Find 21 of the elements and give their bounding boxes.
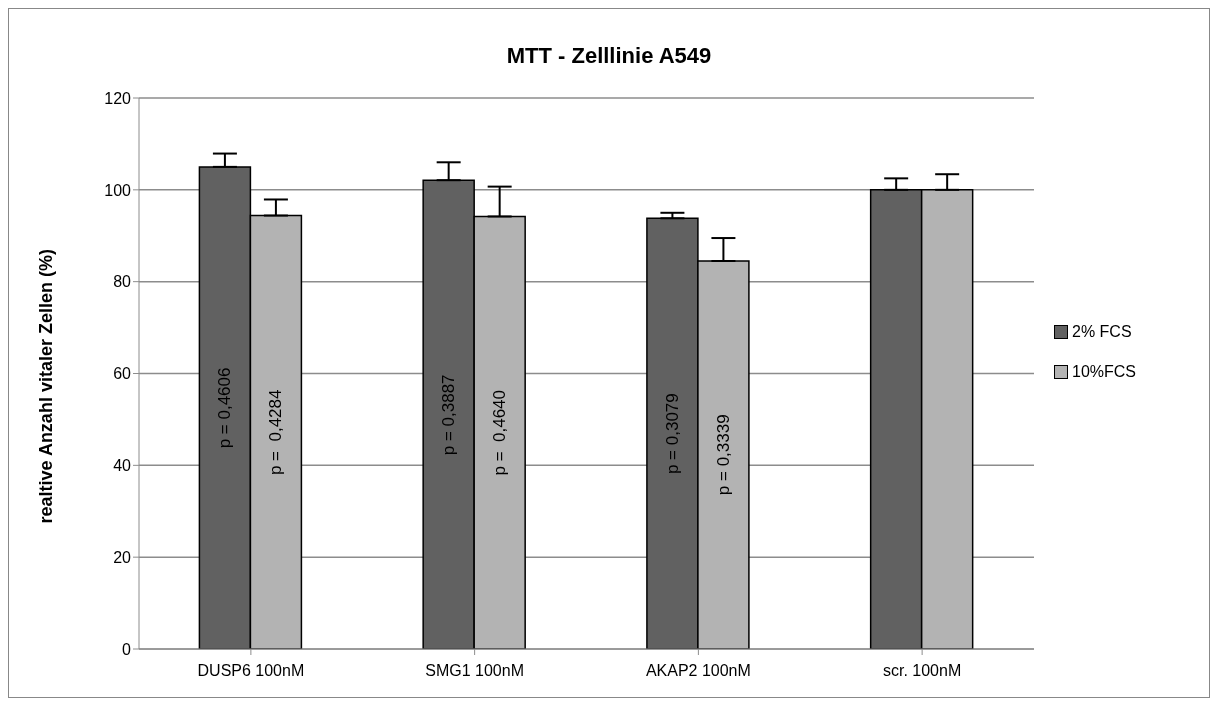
annotation: p = 0,3339 — [713, 414, 733, 496]
y-axis-title: realtive Anzahl vitaler Zellen (%) — [36, 249, 57, 524]
y-tick-label: 20 — [113, 548, 132, 566]
x-tick-label: SMG1 100nM — [425, 662, 524, 680]
y-tick-label: 80 — [113, 273, 132, 291]
annotation: p = 0,3079 — [662, 393, 682, 475]
y-tick-label: 120 — [104, 89, 132, 107]
annotation: p = 0,4606 — [215, 367, 235, 449]
legend-label: 10%FCS — [1072, 363, 1137, 381]
annotation: p = 0,4640 — [490, 389, 510, 476]
annotation: p = 0,3887 — [439, 374, 459, 456]
y-tick-label: 0 — [122, 640, 132, 658]
y-tick-label: 40 — [113, 457, 132, 475]
legend-label: 2% FCS — [1072, 323, 1132, 341]
x-tick-label: AKAP2 100nM — [645, 662, 751, 680]
y-tick-label: 60 — [113, 365, 132, 383]
annotation: p = 0,4284 — [266, 389, 286, 476]
x-tick-label: scr. 100nM — [882, 662, 962, 680]
x-tick-label: DUSP6 100nM — [197, 662, 305, 680]
y-tick-label: 100 — [104, 181, 132, 199]
chart-title: MTT - Zelllinie A549 — [505, 43, 713, 69]
